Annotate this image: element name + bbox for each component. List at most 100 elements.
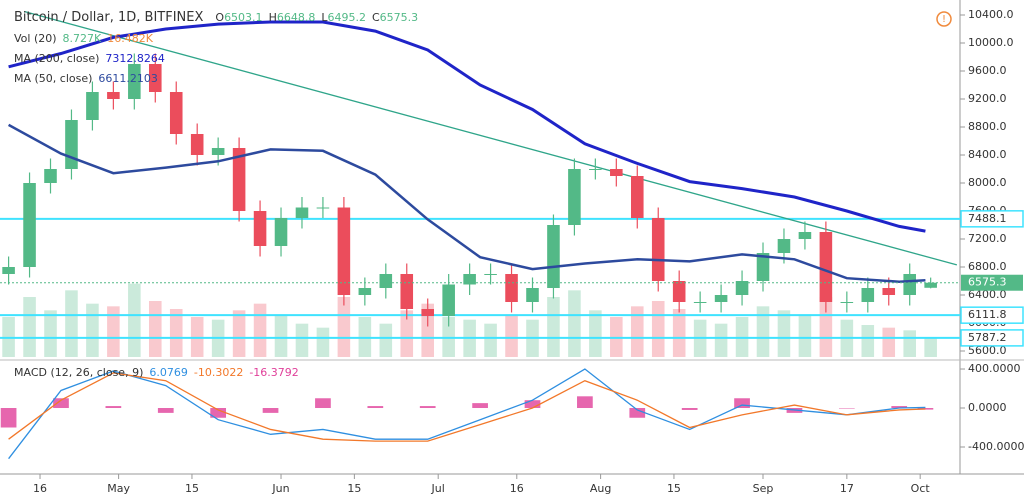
- price-label-box: [960, 329, 1024, 347]
- ma-name[interactable]: MA (200, close): [14, 52, 100, 65]
- candle-body: [505, 274, 518, 303]
- histogram-bar: [577, 396, 593, 409]
- candle-body: [107, 92, 120, 100]
- histogram-bar: [917, 408, 934, 410]
- ohlc-label: H: [268, 11, 277, 24]
- candle-body: [651, 218, 665, 282]
- legend-ma200: MA (200, close) 7312.8264: [14, 52, 171, 65]
- candle-body: [190, 134, 204, 156]
- x-tick-label: 17: [840, 482, 854, 495]
- candle-body: [589, 169, 602, 171]
- legend-macd: MACD (12, 26, close, 9) 6.0769 -10.3022 -16…: [14, 366, 305, 379]
- candle-body: [693, 302, 707, 304]
- y-tick-label: 8000.0: [968, 176, 1007, 189]
- volume-bar: [547, 297, 560, 357]
- moving-average-line: [7, 123, 926, 283]
- volume-bar: [274, 314, 288, 357]
- alert-icon[interactable]: [936, 11, 952, 27]
- volume-bar: [253, 303, 267, 357]
- volume-bar: [651, 301, 665, 357]
- histogram-bar: [157, 408, 174, 413]
- x-tick-label: 15: [667, 482, 681, 495]
- x-tick-label: Jun: [271, 482, 289, 495]
- candle-body: [903, 274, 916, 296]
- signal-value: -10.3022: [193, 366, 244, 379]
- macd-name[interactable]: MACD (12, 26, close, 9): [14, 366, 144, 379]
- x-tick-label: Sep: [753, 482, 774, 495]
- ohlc-values: O6503.1 H6648.8 L6495.2 C6575.3: [209, 11, 418, 24]
- volume-bar: [819, 297, 833, 357]
- y-tick-label: 6800.0: [968, 260, 1007, 273]
- candle-body: [274, 218, 288, 247]
- volume-bar: [44, 310, 57, 357]
- ohlc-value: 6503.1: [224, 11, 263, 24]
- volume-bar: [714, 323, 728, 357]
- legend-main: Bitcoin / Dollar, 1D, BITFINEX O6503.1 H66…: [14, 10, 424, 25]
- histogram-value: -16.3792: [249, 366, 299, 379]
- candle-body: [568, 169, 581, 226]
- candle-body: [756, 253, 770, 282]
- y-tick-label: 8800.0: [968, 120, 1007, 133]
- histogram-bar: [367, 406, 384, 409]
- volume-bar: [505, 314, 518, 357]
- volume-bar: [777, 310, 791, 357]
- volume-bar: [337, 297, 351, 357]
- y-tick-label: 6400.0: [968, 288, 1007, 301]
- candle-body: [819, 232, 833, 303]
- ma-name[interactable]: MA (50, close): [14, 72, 93, 85]
- volume-bar: [148, 301, 162, 357]
- macd-value: 6.0769: [149, 366, 188, 379]
- candle-body: [295, 207, 309, 219]
- candle-body: [2, 267, 15, 275]
- histogram-bar: [419, 406, 436, 409]
- candle-body: [316, 207, 330, 209]
- volume-name[interactable]: Vol (20): [14, 32, 57, 45]
- price-label-box: [960, 306, 1024, 324]
- ma-value: 6611.2103: [98, 72, 158, 85]
- alert-icon-glyph[interactable]: !: [942, 14, 946, 25]
- volume-bar: [316, 327, 330, 357]
- volume-bar: [756, 306, 770, 357]
- volume-bar: [23, 297, 36, 357]
- volume-bar: [65, 290, 78, 357]
- macd-line: [8, 368, 926, 460]
- x-tick-label: 16: [33, 482, 47, 495]
- candle-body: [442, 284, 455, 317]
- last-price-label: 6575.3: [968, 276, 1007, 289]
- moving-average-line: [8, 20, 926, 233]
- legend-ma50: MA (50, close) 6611.2103: [14, 72, 164, 85]
- candle-body: [148, 64, 162, 93]
- price-label: 6111.8: [968, 308, 1007, 321]
- volume-bar: [128, 283, 141, 357]
- legend-volume: Vol (20) 8.727K 16.482K: [14, 32, 159, 45]
- volume-bar: [798, 314, 812, 357]
- candle-body: [924, 282, 937, 288]
- candle-body: [777, 239, 791, 254]
- histogram-bar: [629, 408, 646, 418]
- volume-bar: [295, 323, 309, 357]
- histogram-bar: [105, 406, 122, 409]
- volume-bar: [169, 309, 183, 357]
- x-tick-label: 15: [185, 482, 199, 495]
- candle-body: [358, 288, 372, 296]
- volume-bar: [630, 306, 644, 357]
- macd-line: [8, 372, 926, 442]
- candle-body: [65, 120, 78, 170]
- candle-body: [672, 281, 686, 303]
- candle-body: [337, 207, 351, 296]
- volume-bar: [421, 303, 435, 357]
- candle-body: [86, 92, 99, 121]
- x-tick-label: 15: [347, 482, 361, 495]
- histogram-bar: [210, 408, 227, 418]
- y-tick-label: 10000.0: [968, 36, 1014, 49]
- histogram-bar: [838, 408, 855, 409]
- x-tick-label: May: [107, 482, 130, 495]
- histogram-bar: [891, 406, 908, 409]
- symbol-title[interactable]: Bitcoin / Dollar, 1D, BITFINEX: [14, 10, 204, 25]
- histogram-bar: [681, 408, 698, 410]
- y-tick-label: 9600.0: [968, 64, 1007, 77]
- volume-bar: [400, 310, 414, 357]
- ohlc-value: 6648.8: [276, 11, 316, 24]
